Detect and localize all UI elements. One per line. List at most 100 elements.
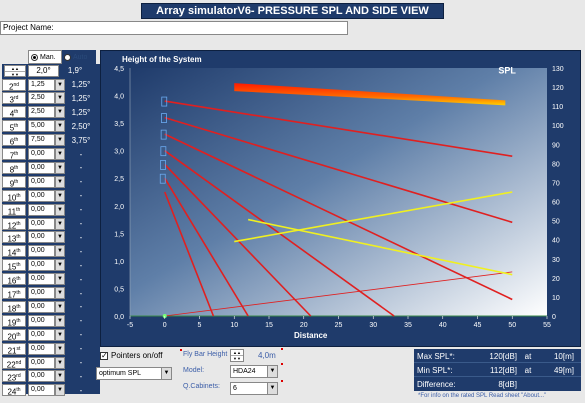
model-combo[interactable]: HDA24 ▼ <box>230 365 278 378</box>
cabinet-angle-select[interactable]: 5,00 <box>28 120 55 133</box>
stepper-up-icon[interactable]: ▲▲ <box>5 66 25 72</box>
cabinet-angle-computed: - <box>79 149 83 159</box>
mode-auto-option[interactable]: Auto <box>62 50 96 64</box>
chevron-down-icon[interactable]: ▼ <box>55 106 65 119</box>
chevron-down-icon[interactable]: ▼ <box>55 328 65 341</box>
cabinet-angle-computed: - <box>79 246 83 256</box>
app-title: Array simulatorV6- PRESSURE SPL AND SIDE… <box>141 3 444 19</box>
cabinet-box <box>159 173 166 184</box>
cabinet-angle-select[interactable]: 0,00 <box>28 148 55 160</box>
cabinet-angle-select[interactable]: 0,00 <box>28 300 55 313</box>
chevron-down-icon[interactable]: ▼ <box>55 148 65 160</box>
cabinet-angle-select[interactable]: 0,00 <box>28 231 55 244</box>
chevron-down-icon[interactable]: ▼ <box>267 383 277 394</box>
cabinet-box <box>161 113 167 123</box>
checkbox-checked-icon[interactable]: ✓ <box>100 350 108 360</box>
x-tick-label: 40 <box>439 322 447 329</box>
chevron-down-icon[interactable]: ▼ <box>267 366 277 377</box>
chevron-down-icon[interactable]: ▼ <box>55 356 65 369</box>
ordinal-suffix: th <box>16 206 21 213</box>
chevron-down-icon[interactable]: ▼ <box>55 384 65 397</box>
cabinet-angle-select[interactable]: 0,00 <box>28 328 55 341</box>
chevron-down-icon[interactable]: ▼ <box>55 287 65 299</box>
cabinet-number: 6th <box>2 134 26 147</box>
cabinet-angle-select[interactable]: 0,00 <box>28 175 55 188</box>
y-left-tick-label: 1,0 <box>114 259 124 266</box>
ordinal-suffix: nd <box>13 81 19 88</box>
cabinet-box <box>160 146 167 157</box>
chevron-down-icon[interactable]: ▼ <box>55 217 65 230</box>
stat-max-value: 120[dB] <box>489 351 517 361</box>
x-tick-label: 30 <box>369 322 377 329</box>
ordinal-suffix: th <box>16 192 21 199</box>
cabinet-row-19: 19th 0,00 ▼ - <box>2 314 100 327</box>
ordinal-suffix: nd <box>15 359 22 366</box>
cabinet-number: 23rd <box>2 370 26 383</box>
stat-min-dist: 49[m] <box>553 365 574 375</box>
cabinet-angle-select[interactable]: 0,00 <box>28 314 55 327</box>
chevron-down-icon[interactable]: ▼ <box>55 78 65 91</box>
cabinet-angle-select[interactable]: 0,00 <box>28 384 55 397</box>
chevron-down-icon[interactable]: ▼ <box>55 203 65 216</box>
cabinet-angle-select[interactable]: 0,00 <box>28 370 55 383</box>
cabinet-angle-select[interactable]: 0,00 <box>28 287 55 299</box>
y-left-tick-label: 4,5 <box>114 66 124 73</box>
cabinet-number: 7th <box>2 148 26 161</box>
cabinet-angle-select[interactable]: 0,00 <box>28 161 55 174</box>
cabinet-angle-select[interactable]: 2,50 <box>28 106 55 119</box>
cabinet-angle-select[interactable]: 0,00 <box>28 273 55 286</box>
x-axis-label: Distance <box>294 331 328 340</box>
cabinet-row-24: 24th 0,00 ▼ - <box>2 384 100 397</box>
cabinet-angle-select[interactable]: 0,00 <box>28 259 55 272</box>
chevron-down-icon[interactable]: ▼ <box>55 161 65 174</box>
chevron-down-icon[interactable]: ▼ <box>55 231 65 244</box>
cabinet-angle-computed: - <box>79 232 83 242</box>
stat-max-row: Max SPL*: 120[dB] at 10[m] <box>414 350 581 363</box>
chevron-down-icon[interactable]: ▼ <box>55 175 65 188</box>
cabinet-angle-computed: - <box>79 302 83 312</box>
spl-mode-combo[interactable]: optimum SPL ▼ <box>96 367 172 380</box>
cabinet-angle-select[interactable]: 0,00 <box>28 356 55 369</box>
chevron-down-icon[interactable]: ▼ <box>55 189 65 202</box>
chevron-down-icon[interactable]: ▼ <box>55 314 65 327</box>
mode-manual-option[interactable]: Man. <box>28 50 62 64</box>
cabinet-angle-select[interactable]: 0,00 <box>28 342 55 355</box>
chevron-down-icon[interactable]: ▼ <box>55 120 65 133</box>
chevron-down-icon[interactable]: ▼ <box>55 245 65 258</box>
cabinet-number: 10th <box>2 189 26 202</box>
cabinet-angle-computed: - <box>79 330 83 340</box>
chevron-down-icon[interactable]: ▼ <box>55 273 65 286</box>
project-name-label: Project Name: <box>3 23 54 32</box>
cabinet-number: 16th <box>2 273 26 286</box>
chevron-down-icon[interactable]: ▼ <box>161 368 171 379</box>
cabinet-angle-computed: 1,25° <box>71 93 91 103</box>
first-angle-stepper[interactable]: ▲▲ ▼▼ <box>4 64 26 77</box>
bottom-controls: ✓ Pointers on/off optimum SPL ▼ Fly Bar … <box>96 347 585 403</box>
chevron-down-icon[interactable]: ▼ <box>55 92 65 105</box>
cabinet-angle-select[interactable]: 0,00 <box>28 245 55 258</box>
stepper-down-icon[interactable]: ▼▼ <box>233 356 241 361</box>
cabinet-angle-select[interactable]: 1,25 <box>28 78 55 91</box>
cabinet-angle-select[interactable]: 0,00 <box>28 203 55 216</box>
x-tick-label: 10 <box>230 322 238 329</box>
project-name-field[interactable]: Project Name: <box>0 21 348 35</box>
stepper-down-icon[interactable]: ▼▼ <box>11 71 19 77</box>
chevron-down-icon[interactable]: ▼ <box>55 134 65 147</box>
ordinal-suffix: th <box>14 178 19 185</box>
cabinet-angle-select[interactable]: 2,50 <box>28 92 55 105</box>
stepper-up-icon[interactable]: ▲▲ <box>231 350 243 356</box>
chevron-down-icon[interactable]: ▼ <box>55 259 65 272</box>
cabinet-angle-computed: - <box>79 191 83 201</box>
fly-bar-stepper[interactable]: ▲▲ ▼▼ <box>230 349 244 362</box>
stat-diff-row: Difference: 8[dB] <box>414 378 581 391</box>
chevron-down-icon[interactable]: ▼ <box>55 370 65 383</box>
cabinet-angle-select[interactable]: 0,00 <box>28 217 55 230</box>
pointers-toggle[interactable]: ✓ Pointers on/off <box>100 351 162 360</box>
first-angle-value[interactable]: 2,0° <box>28 64 59 77</box>
chevron-down-icon[interactable]: ▼ <box>55 342 65 355</box>
cabinet-angle-select[interactable]: 0,00 <box>28 189 55 202</box>
cabinet-number: 21st <box>2 342 26 355</box>
cabinet-angle-select[interactable]: 7,50 <box>28 134 55 147</box>
qcab-combo[interactable]: 6 ▼ <box>230 382 278 395</box>
chevron-down-icon[interactable]: ▼ <box>55 300 65 313</box>
